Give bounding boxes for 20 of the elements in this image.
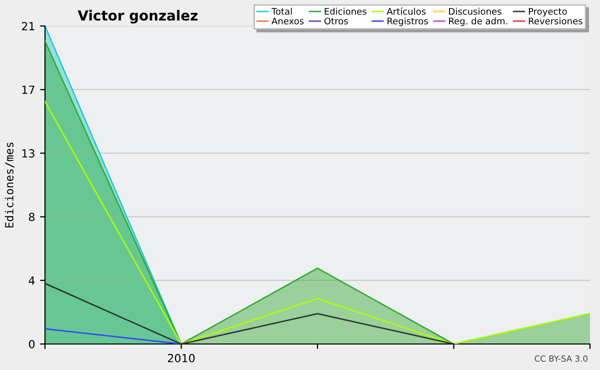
legend-label: Reg. de adm. [449,17,508,26]
y-axis-title: Ediciones/mes [4,142,14,228]
y-tick-label: 8 [28,212,35,222]
legend-label: Ediciones [324,8,366,15]
y-tick-label: 21 [22,22,34,30]
legend-label: Total [271,8,292,15]
y-tick-label: 0 [28,340,35,348]
legend-label: Otros [324,18,348,24]
legend-label: Anexos [272,18,304,24]
legend-label: Artículos [386,7,426,15]
legend-label: Proyecto [528,8,567,17]
y-tick-label: 4 [28,276,35,285]
y-tick-label: 17 [22,86,34,94]
chart-title: Victor gonzalez [78,10,198,24]
y-tick-label: 13 [22,149,34,158]
legend-label: Reversiones [528,17,582,24]
x-tick-label: 2010 [168,354,195,362]
legend-label: Discusiones [449,8,502,15]
legend-label: Registros [388,17,428,26]
text: CC BY-SA 3.0 [534,355,588,362]
